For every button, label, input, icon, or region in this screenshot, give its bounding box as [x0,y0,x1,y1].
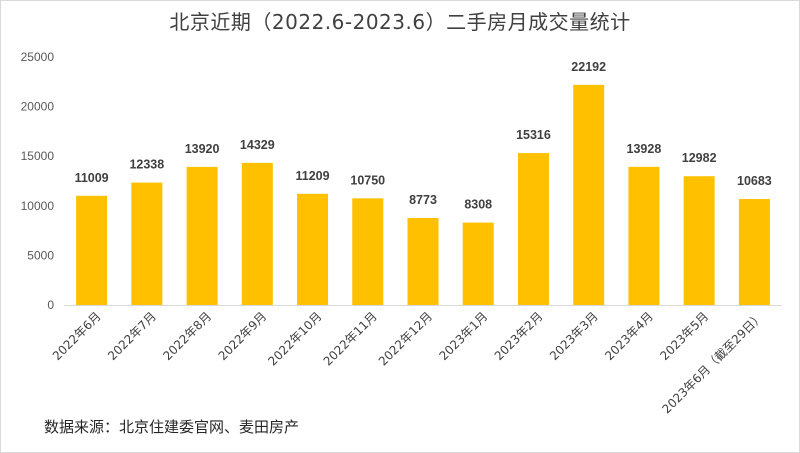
x-tick-label: 2022年12月 [376,309,435,368]
bar [76,195,108,305]
data-label: 12982 [682,151,717,165]
x-tick-label: 2022年6月 [50,309,104,363]
data-labels-layer: 11009 12338 13920 14329 11209 10750 8773 8308 15… [75,60,772,212]
x-tick-label: 2022年11月 [321,309,380,368]
x-tick-label: 2022年10月 [265,309,324,368]
x-tick-label: 2023年4月 [602,309,656,363]
bar [517,153,549,305]
data-label: 15316 [516,128,551,142]
data-label: 11009 [75,171,109,185]
x-tick-label: 2023年2月 [492,309,546,363]
data-label: 10750 [350,173,385,187]
x-tick-label: 2022年9月 [216,309,270,363]
x-tick-label: 2023年1月 [436,309,490,363]
bar [738,199,770,305]
bar [573,84,605,305]
y-tick-label: 15000 [21,149,55,163]
x-tick-label: 2023年3月 [547,309,601,363]
data-label: 13928 [627,142,662,156]
bar [352,198,384,305]
bar [241,162,273,305]
y-tick-label: 20000 [21,100,55,114]
bar [462,222,494,305]
y-tick-label: 10000 [21,199,55,213]
x-tick-label: 2023年5月 [657,309,711,363]
data-label: 8773 [409,193,437,207]
bar [297,193,329,305]
y-tick-label: 25000 [21,50,55,64]
bars-layer [76,84,770,305]
axis-layer: 0 5000 10000 15000 20000 25000 [21,50,782,312]
bar [407,217,439,305]
bar [131,182,163,305]
x-tick-label: 2022年8月 [160,309,214,363]
x-tick-label: 2023年6月（截至29日） [659,309,766,416]
data-label: 13920 [185,142,220,156]
y-tick-label: 0 [47,298,54,312]
chart-title: 北京近期（2022.6-2023.6）二手房月成交量统计 [169,10,631,34]
bar [683,176,715,305]
data-label: 10683 [737,174,772,188]
data-label: 14329 [240,138,275,152]
bar [628,166,660,305]
data-label: 12338 [129,158,164,172]
data-source-note: 数据来源：北京住建委官网、麦田房产 [44,418,300,436]
x-tick-label: 2022年7月 [105,309,159,363]
bar [186,166,218,305]
data-label: 11209 [295,169,329,183]
data-label: 22192 [571,60,606,74]
y-tick-label: 5000 [27,248,54,262]
data-label: 8308 [464,198,492,212]
x-tick-labels-layer: 2022年6月 2022年7月 2022年8月 2022年9月2022年10月2022… [50,309,767,416]
